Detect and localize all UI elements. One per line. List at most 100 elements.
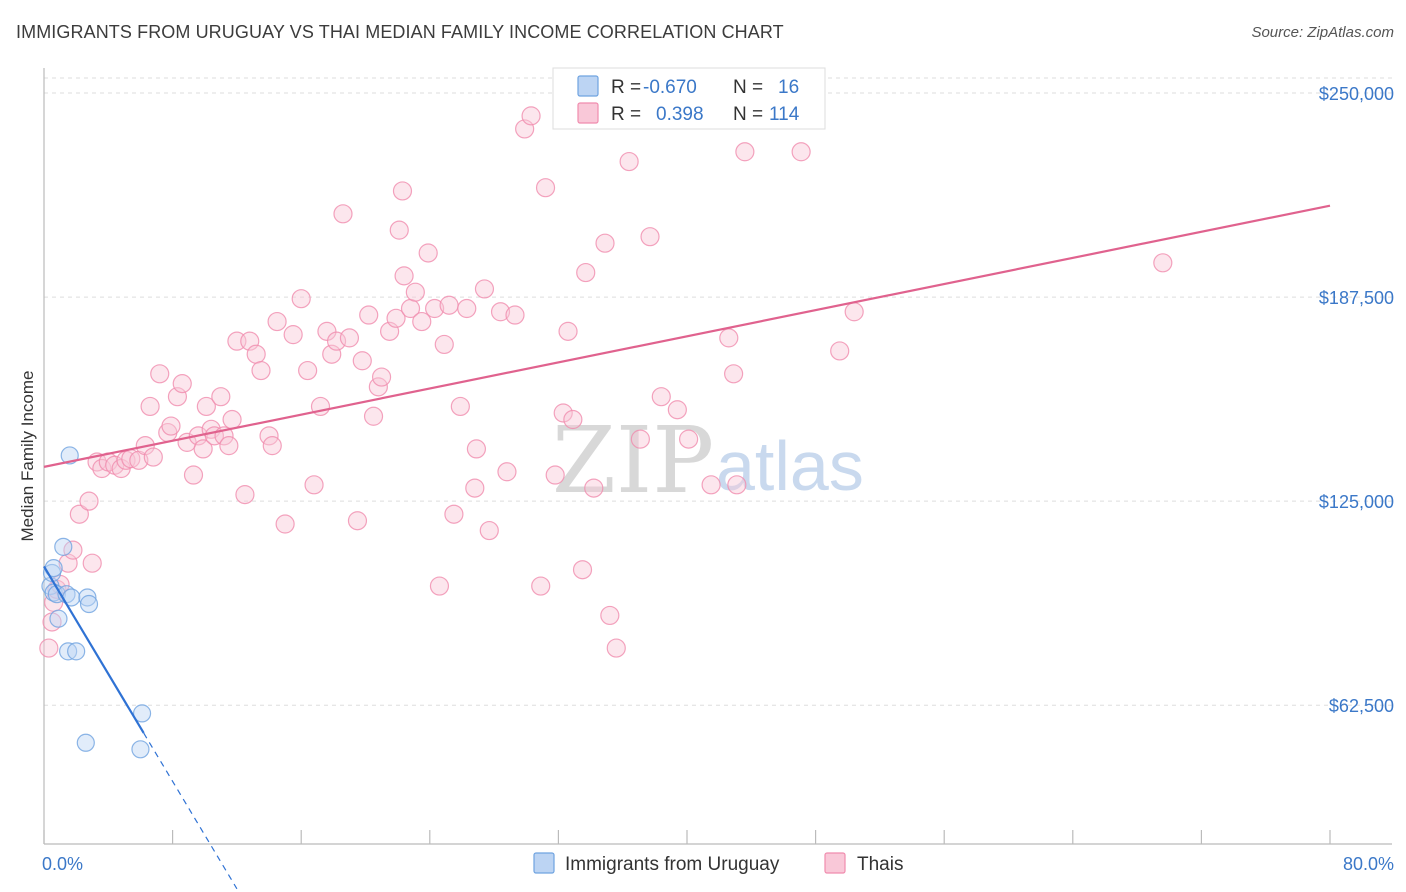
thai-point [317, 321, 337, 341]
thai-point [535, 178, 556, 198]
thai-point [359, 305, 379, 325]
y-tick-label: $62,500 [1329, 696, 1394, 716]
thai-point [490, 302, 511, 322]
thai-point [630, 429, 650, 449]
thai-point [82, 553, 102, 573]
thai-point [394, 266, 414, 286]
thai-point [563, 409, 583, 430]
thai-point [572, 560, 593, 580]
thai-point [701, 475, 721, 495]
x-tick-label-max: 80.0% [1343, 854, 1394, 874]
uruguay-point [78, 588, 97, 607]
thai-point [363, 406, 384, 426]
correlation-legend: R = -0.670 N = 16 R = 0.398 N = 114 [552, 67, 826, 130]
thai-point [211, 387, 231, 407]
legend-n-label-uruguay: N = [733, 77, 763, 98]
uruguay-point [54, 537, 73, 556]
bottom-legend-label-thais: Thais [857, 854, 903, 875]
thai-point [347, 511, 368, 531]
thai-point [251, 360, 271, 381]
thai-point [553, 403, 573, 423]
bottom-legend-label-uruguay: Immigrants from Uruguay [565, 854, 780, 875]
thai-point [465, 478, 485, 498]
thai-point [651, 387, 671, 407]
uruguay-point [131, 740, 150, 759]
thai-point [262, 436, 282, 456]
thai-point [444, 504, 464, 524]
chart-title: IMMIGRANTS FROM URUGUAY VS THAI MEDIAN F… [16, 22, 784, 42]
uruguay-point [47, 585, 66, 604]
thai-point [298, 360, 318, 381]
legend-r-label-thais: R = [611, 104, 641, 125]
thai-point [389, 220, 409, 240]
thai-point [161, 416, 181, 436]
thai-point [352, 351, 372, 371]
bottom-legend-swatch-uruguay [533, 852, 555, 874]
axes [43, 68, 1392, 845]
thai-point [474, 279, 495, 299]
x-tick-label-min: 0.0% [42, 854, 83, 874]
thai-point [339, 328, 360, 348]
legend-n-value-thais: 114 [769, 104, 800, 125]
uruguay-trend-extension [143, 732, 238, 890]
thai-point [791, 142, 811, 162]
thai-point [172, 374, 192, 394]
thai-point [63, 540, 83, 560]
thai-point [222, 409, 242, 430]
thai-point [667, 400, 687, 420]
legend-swatch-uruguay [577, 75, 599, 97]
uruguay-point [49, 609, 68, 628]
series-legend: Immigrants from Uruguay Thais [533, 852, 903, 875]
thai-point [143, 447, 163, 467]
thai-point [283, 325, 303, 345]
thai-point [69, 504, 89, 524]
thai-point [844, 302, 864, 322]
thais-points [39, 106, 1173, 658]
thai-point [450, 396, 470, 417]
thai-point [724, 364, 744, 384]
thai-point [479, 520, 499, 541]
legend-r-value-uruguay: -0.670 [643, 77, 697, 98]
legend-n-value-uruguay: 16 [778, 77, 799, 98]
uruguay-point [132, 704, 152, 723]
thai-point [371, 367, 392, 387]
y-axis-title: Median Family Income [18, 370, 37, 541]
thai-point [140, 396, 160, 417]
thai-point [193, 439, 213, 459]
thai-point [434, 334, 454, 355]
thai-point [246, 344, 266, 364]
thai-point [1153, 253, 1173, 273]
thai-point [183, 465, 204, 485]
thai-point [584, 478, 604, 498]
trend-lines [43, 204, 1331, 890]
thai-point [267, 311, 287, 332]
thai-point [505, 305, 525, 325]
thai-point [39, 638, 59, 658]
thai-point [412, 311, 432, 332]
thai-point [640, 227, 660, 247]
legend-r-label-uruguay: R = [611, 77, 641, 98]
thai-point [558, 321, 578, 341]
thai-point [679, 429, 699, 449]
thai-point [425, 298, 445, 319]
thai-point [595, 233, 615, 253]
thai-point [727, 475, 747, 495]
gridlines [44, 77, 1392, 706]
thai-point [521, 106, 541, 126]
thai-point [719, 328, 739, 348]
thai-point [466, 439, 487, 459]
thai-point [576, 262, 596, 283]
y-tick-labels: $62,500 $125,000 $187,500 $250,000 [1319, 84, 1394, 716]
thai-point [457, 298, 477, 319]
thai-point [830, 341, 850, 361]
y-tick-label: $125,000 [1319, 492, 1394, 512]
thai-point [392, 181, 413, 201]
legend-n-label-thais: N = [733, 104, 763, 125]
y-tick-label: $187,500 [1319, 288, 1394, 308]
thai-point [235, 485, 255, 505]
thai-point [291, 289, 311, 309]
watermark-atlas: atlas [716, 427, 864, 505]
thai-point [405, 282, 425, 302]
thai-point [600, 605, 620, 626]
